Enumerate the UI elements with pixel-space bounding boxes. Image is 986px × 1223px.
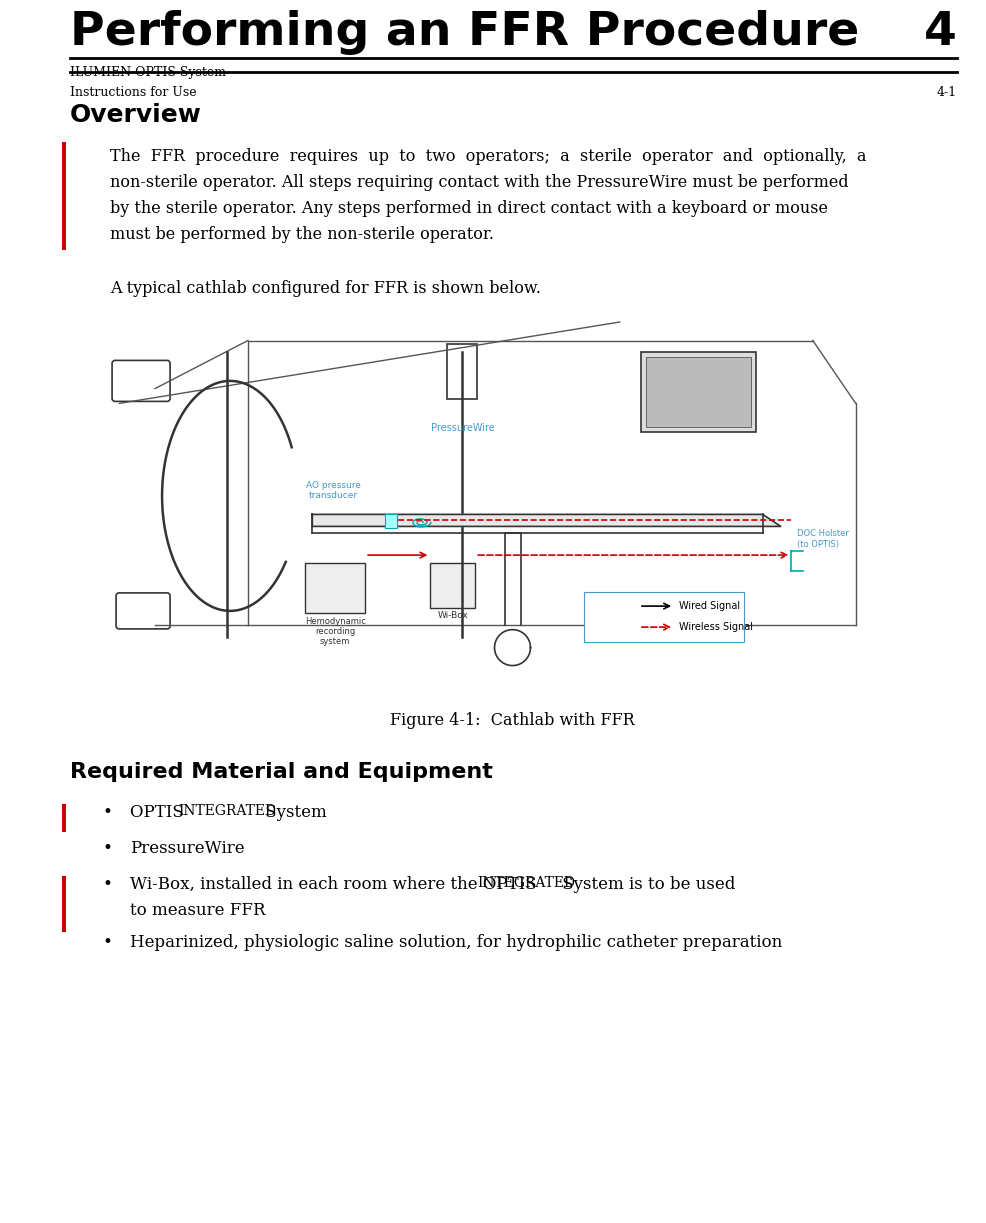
Text: Figure 4-1:  Cathlab with FFR: Figure 4-1: Cathlab with FFR — [389, 712, 634, 729]
Text: non-sterile operator. All steps requiring contact with the PressureWire must be : non-sterile operator. All steps requirin… — [109, 174, 848, 191]
Bar — [62, 804, 66, 832]
Text: Wired Signal: Wired Signal — [678, 600, 740, 612]
Text: by the sterile operator. Any steps performed in direct contact with a keyboard o: by the sterile operator. Any steps perfo… — [109, 201, 827, 216]
Text: must be performed by the non-sterile operator.: must be performed by the non-sterile ope… — [109, 226, 494, 243]
Bar — [62, 142, 66, 249]
Text: •: • — [102, 804, 111, 821]
Text: OPTIS: OPTIS — [130, 804, 188, 821]
Text: Wi-Box: Wi-Box — [437, 612, 467, 620]
Text: DOC Holster
(to OPTIS): DOC Holster (to OPTIS) — [797, 530, 848, 549]
Bar — [430, 563, 475, 608]
Text: PressureWire: PressureWire — [130, 840, 245, 857]
Text: Wi-Box, installed in each room where the OPTIS: Wi-Box, installed in each room where the… — [130, 876, 541, 893]
Text: •: • — [102, 840, 111, 857]
Text: Performing an FFR Procedure: Performing an FFR Procedure — [70, 10, 859, 55]
Text: Instructions for Use: Instructions for Use — [70, 86, 196, 99]
Text: AO pressure
transducer: AO pressure transducer — [306, 481, 361, 500]
Text: PressureWire: PressureWire — [430, 423, 494, 433]
Bar — [646, 357, 750, 427]
Bar — [641, 351, 755, 432]
Text: ILUMIEN OPTIS System: ILUMIEN OPTIS System — [70, 66, 226, 79]
Text: System is to be used: System is to be used — [556, 876, 735, 893]
Text: Wireless Signal: Wireless Signal — [678, 623, 752, 632]
Text: A typical cathlab configured for FFR is shown below.: A typical cathlab configured for FFR is … — [109, 280, 540, 297]
FancyBboxPatch shape — [116, 593, 170, 629]
Text: Required Material and Equipment: Required Material and Equipment — [70, 762, 492, 781]
Text: 4-1: 4-1 — [936, 86, 956, 99]
Text: Heparinized, physiologic saline solution, for hydrophilic catheter preparation: Heparinized, physiologic saline solution… — [130, 934, 782, 951]
Bar — [62, 876, 66, 932]
Text: •: • — [102, 934, 111, 951]
Bar — [385, 515, 396, 528]
Bar — [584, 592, 743, 642]
Polygon shape — [312, 515, 780, 526]
Text: System: System — [259, 804, 326, 821]
Text: INTEGRATED: INTEGRATED — [177, 804, 276, 818]
Bar — [447, 344, 477, 399]
Text: Overview: Overview — [70, 103, 202, 127]
FancyBboxPatch shape — [112, 361, 170, 401]
Text: Hemodynamic
recording
system: Hemodynamic recording system — [305, 616, 365, 646]
Bar — [305, 563, 365, 613]
Text: to measure FFR: to measure FFR — [130, 903, 265, 918]
Text: The  FFR  procedure  requires  up  to  two  operators;  a  sterile  operator  an: The FFR procedure requires up to two ope… — [109, 148, 866, 165]
Text: 4: 4 — [923, 10, 956, 55]
Text: INTEGRATED: INTEGRATED — [476, 876, 575, 890]
Text: •: • — [102, 876, 111, 893]
